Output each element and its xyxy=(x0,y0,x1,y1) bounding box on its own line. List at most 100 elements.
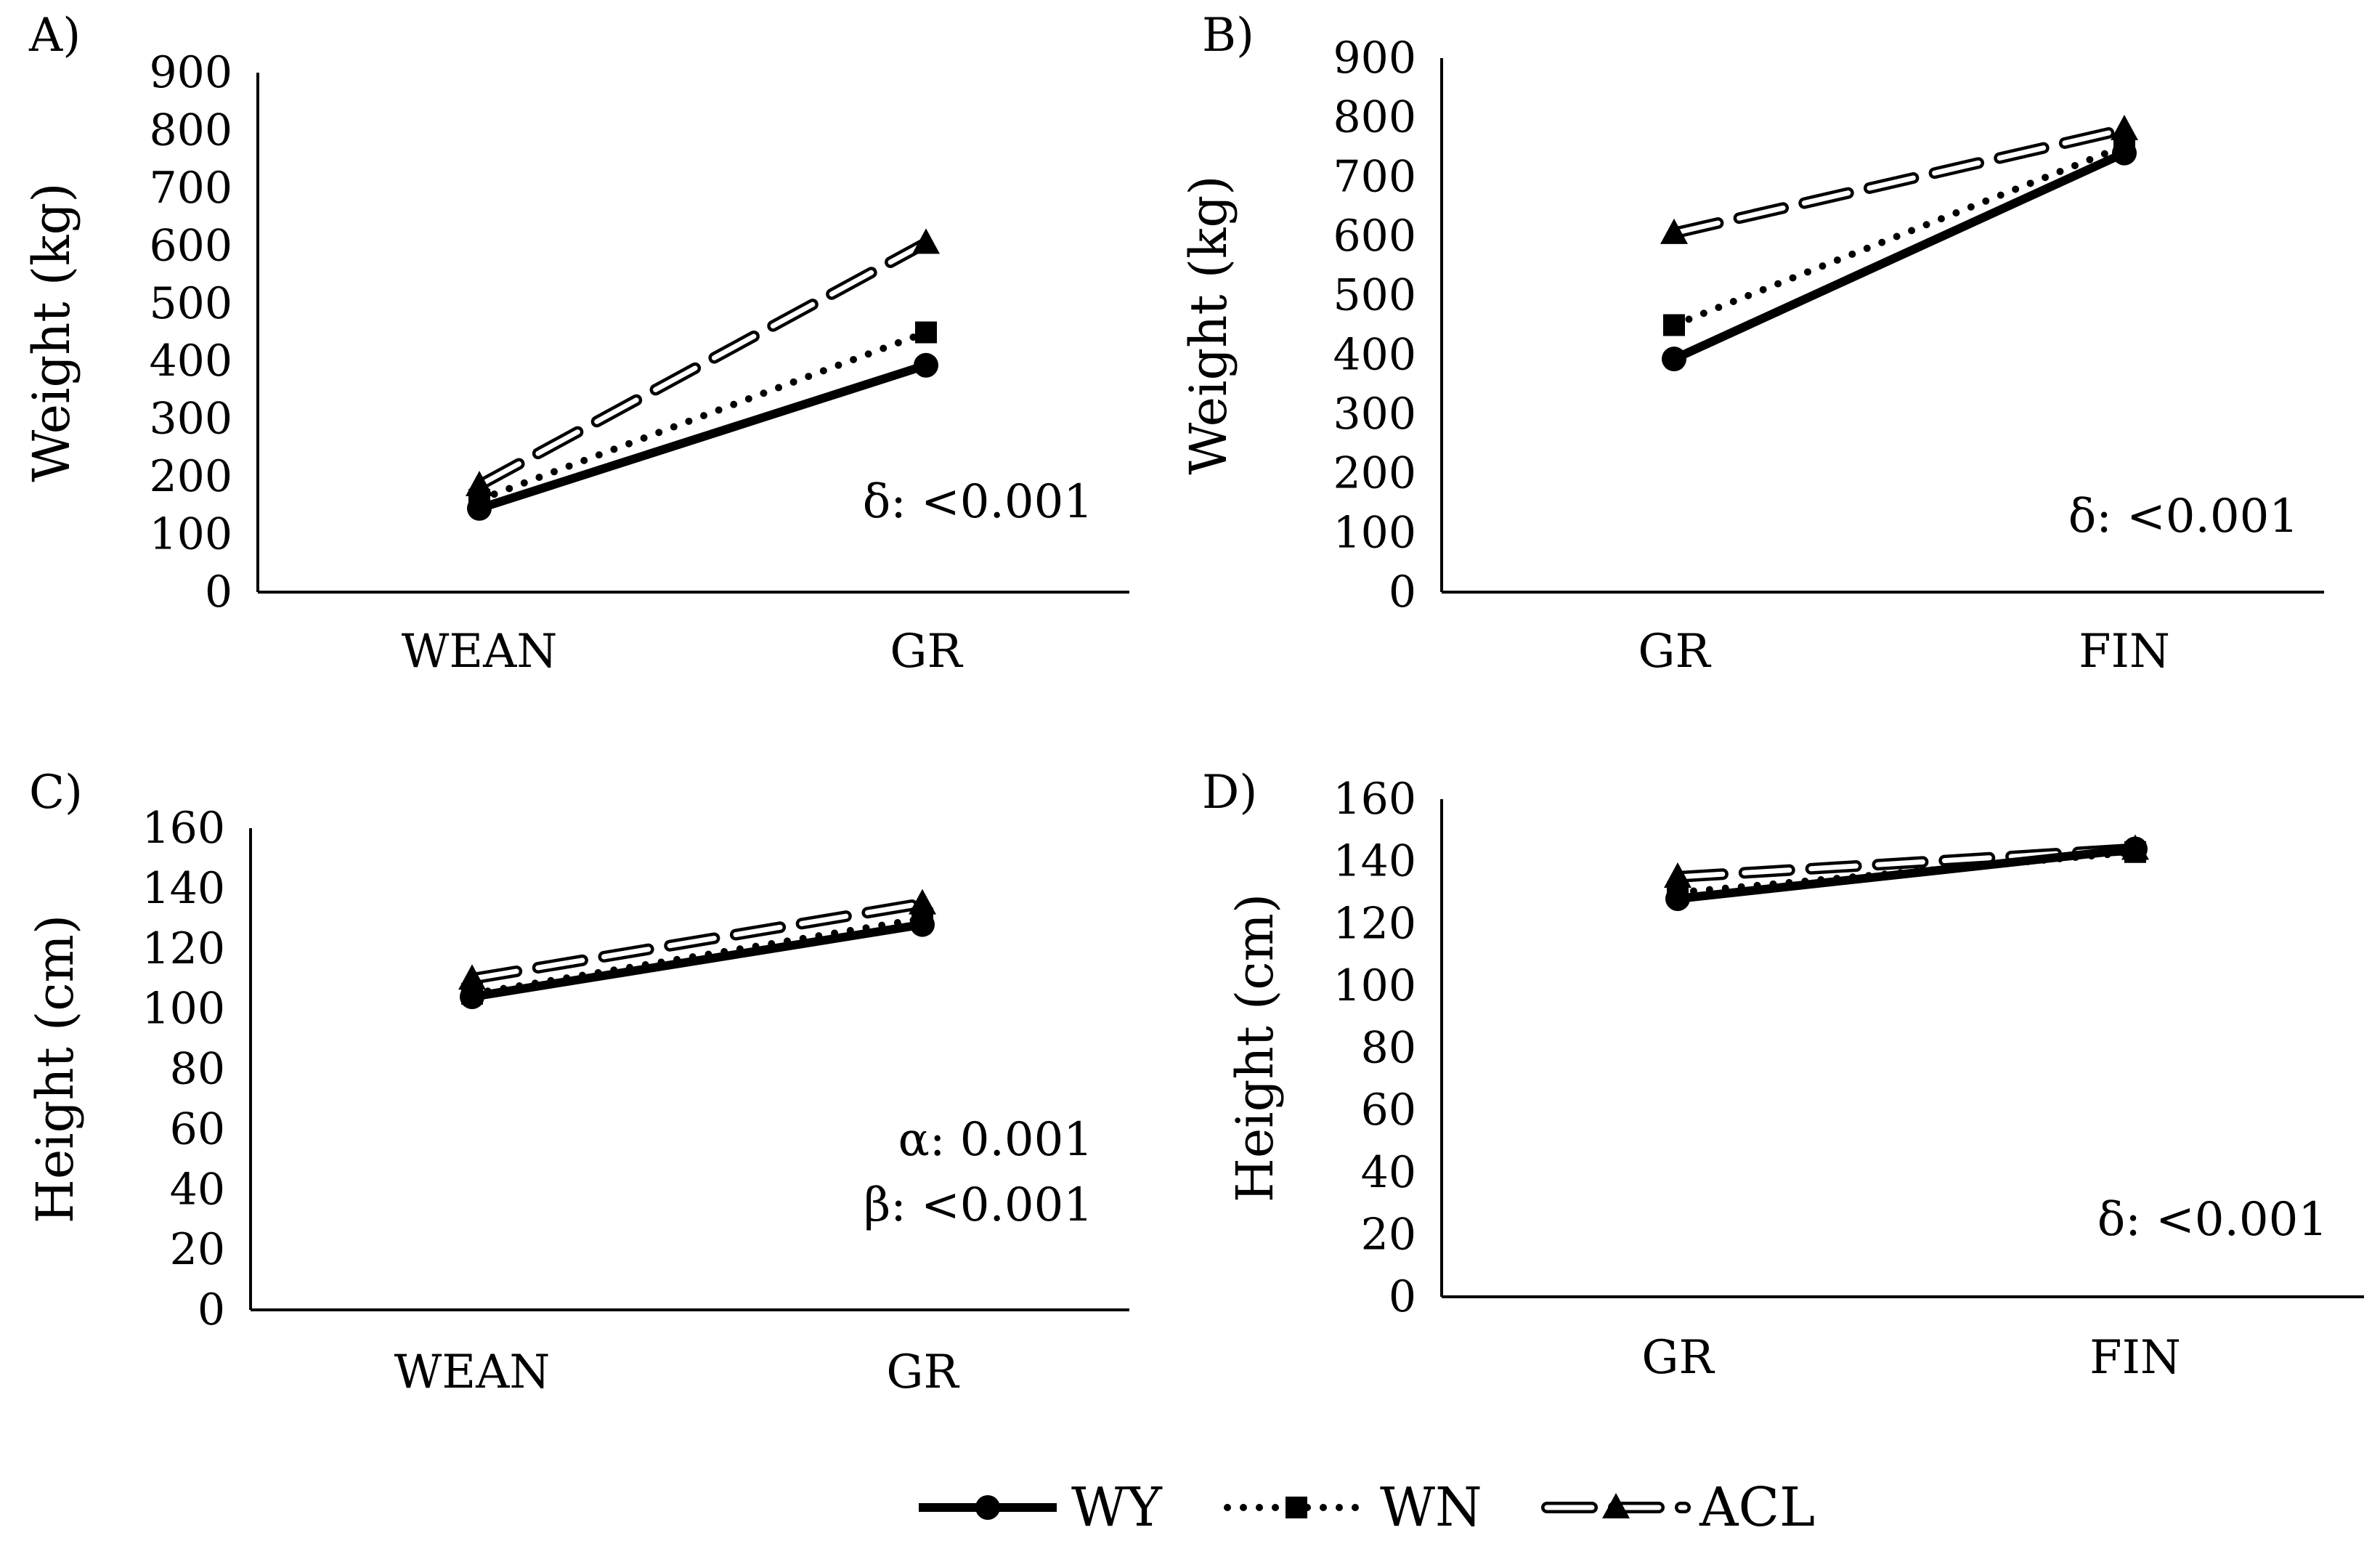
data-point xyxy=(2111,115,2138,140)
series-line-segment xyxy=(476,328,930,503)
series-line-segment xyxy=(476,240,929,488)
y-tick-label: 0 xyxy=(1389,567,1416,618)
series-acl xyxy=(458,889,936,990)
series-line-segment xyxy=(471,920,923,1001)
data-point xyxy=(1663,314,1685,336)
legend-label: WN xyxy=(1380,1476,1482,1539)
x-tick-label: WEAN xyxy=(394,1345,551,1399)
y-tick-label: 100 xyxy=(149,509,232,560)
y-tick-label: 500 xyxy=(149,278,232,329)
legend-label: ACL xyxy=(1699,1476,1815,1539)
legend-item-wn: WN xyxy=(1224,1476,1482,1539)
y-axis-title: Height (cm) xyxy=(25,915,85,1223)
series-wy xyxy=(460,912,935,1010)
y-tick-label: 40 xyxy=(1361,1147,1416,1198)
y-tick-label: 700 xyxy=(149,163,232,214)
y-tick-label: 100 xyxy=(142,984,225,1035)
y-tick-label: 40 xyxy=(170,1164,225,1215)
y-axis-title: Weight (kg) xyxy=(22,182,81,482)
data-point xyxy=(915,321,937,344)
y-tick-label: 600 xyxy=(1333,211,1416,262)
chart-panel-d: 0 20 40 60 80 100 120 140 160 GR FIN Height (cm) D) δ… xyxy=(1202,766,2364,1385)
chart-panel-c: 0 20 40 60 80 100 120 140 160 WEAN GR Height (cm) C)… xyxy=(25,766,1129,1399)
data-point xyxy=(912,228,940,254)
x-tick-label: GR xyxy=(1641,1331,1715,1385)
series-wy xyxy=(1665,836,2148,911)
panel-label: D) xyxy=(1202,766,1257,819)
y-axis-title: Height (cm) xyxy=(1225,894,1285,1202)
y-tick-label: 700 xyxy=(1333,151,1416,202)
series-line-segment xyxy=(1670,142,2128,329)
data-point xyxy=(460,984,484,1010)
x-tick-label: FIN xyxy=(2089,1331,2181,1385)
annotation: δ: <0.001 xyxy=(2097,1193,2328,1247)
series-line-segment xyxy=(1671,126,2127,236)
data-point xyxy=(914,352,938,378)
panel-label: B) xyxy=(1202,9,1254,62)
y-tick-label: 900 xyxy=(1333,33,1416,84)
y-tick-label: 20 xyxy=(1361,1209,1416,1260)
legend-item-wy: WY xyxy=(919,1476,1163,1539)
y-tick-label: 80 xyxy=(1361,1023,1416,1074)
y-tick-label: 20 xyxy=(170,1224,225,1275)
data-point xyxy=(2112,140,2137,166)
annotation: α: 0.001 xyxy=(898,1113,1093,1167)
y-tick-label: 300 xyxy=(149,394,232,445)
y-tick-label: 140 xyxy=(1333,836,1416,887)
y-tick-label: 120 xyxy=(142,923,225,974)
series-acl xyxy=(466,228,940,497)
legend-marker xyxy=(1286,1497,1307,1518)
series-line-segment xyxy=(1672,149,2127,363)
x-tick-label: WEAN xyxy=(402,625,558,679)
annotation: β: <0.001 xyxy=(864,1178,1093,1232)
data-point xyxy=(1660,218,1688,244)
y-tick-label: 160 xyxy=(142,803,225,854)
y-tick-label: 900 xyxy=(149,47,232,98)
y-tick-label: 200 xyxy=(149,451,232,502)
x-tick-label: GR xyxy=(890,625,963,679)
data-point xyxy=(1665,886,1690,911)
series-wn xyxy=(1663,134,2135,336)
chart-panel-b: 0 100 200 300 400 500 600 700 800 900 GR FIN Weight … xyxy=(1179,9,2324,679)
data-point xyxy=(1664,862,1691,889)
y-tick-label: 80 xyxy=(170,1044,225,1095)
legend-item-acl: ACL xyxy=(1541,1476,1815,1539)
y-tick-label: 0 xyxy=(198,1284,225,1335)
x-tick-label: FIN xyxy=(2079,625,2170,679)
legend-marker xyxy=(975,1495,1000,1520)
y-tick-label: 140 xyxy=(142,863,225,914)
y-tick-label: 200 xyxy=(1333,448,1416,499)
y-tick-label: 0 xyxy=(1389,1271,1416,1322)
data-point xyxy=(1662,347,1686,372)
panel-label: C) xyxy=(29,766,83,819)
y-tick-label: 100 xyxy=(1333,960,1416,1011)
y-tick-label: 160 xyxy=(1333,774,1416,825)
x-tick-label: GR xyxy=(886,1345,959,1399)
y-tick-label: 800 xyxy=(149,105,232,155)
y-axis-title: Weight (kg) xyxy=(1179,175,1238,474)
series-acl xyxy=(1660,115,2138,244)
y-tick-label: 60 xyxy=(170,1104,225,1154)
series-wy xyxy=(467,352,938,521)
annotation: δ: <0.001 xyxy=(2068,490,2299,543)
y-tick-label: 500 xyxy=(1333,270,1416,321)
y-tick-label: 800 xyxy=(1333,92,1416,143)
series-acl xyxy=(1664,834,2149,889)
annotation: δ: <0.001 xyxy=(863,475,1093,529)
legend-label: WY xyxy=(1071,1476,1163,1539)
series-line-segment xyxy=(1675,846,2138,880)
y-tick-label: 0 xyxy=(205,567,232,618)
data-point xyxy=(910,912,935,937)
y-tick-label: 400 xyxy=(1333,329,1416,380)
y-tick-label: 120 xyxy=(1333,898,1416,949)
legend-marker xyxy=(1602,1493,1630,1518)
y-tick-label: 100 xyxy=(1333,507,1416,558)
series-line-segment xyxy=(469,901,925,982)
y-tick-label: 600 xyxy=(149,220,232,271)
y-tick-label: 60 xyxy=(1361,1085,1416,1136)
panel-label: A) xyxy=(28,9,81,62)
series-line-segment xyxy=(468,915,926,997)
series-wy xyxy=(1662,140,2137,372)
